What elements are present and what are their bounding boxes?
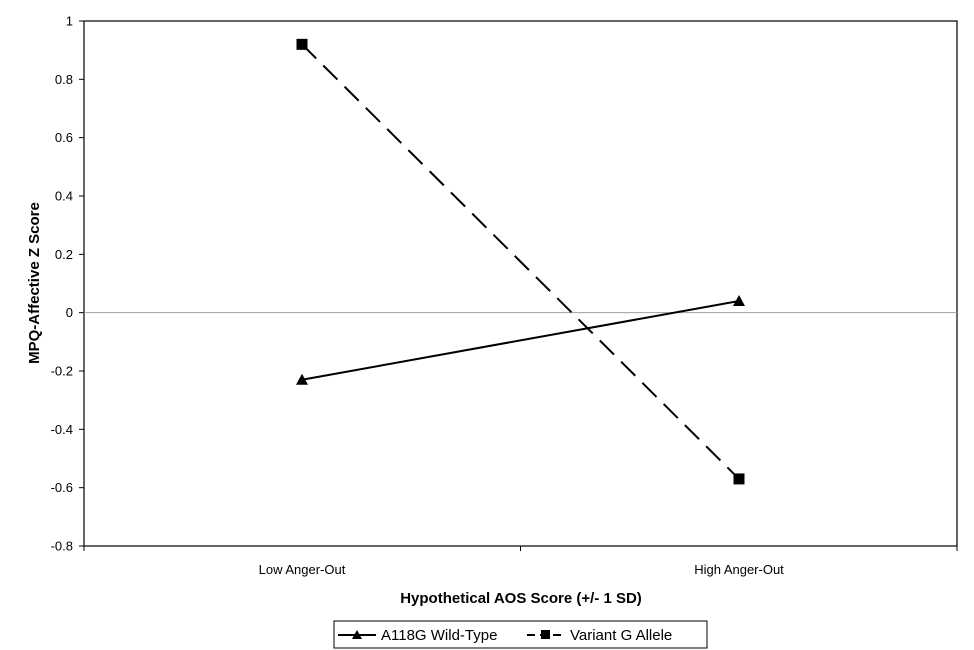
y-tick-label: -0.8 — [51, 539, 73, 554]
x-axis-ticks: Low Anger-Out High Anger-Out — [83, 546, 958, 577]
triangle-marker — [296, 373, 308, 385]
series-line-variant-g-allele — [301, 43, 740, 480]
y-axis-title: MPQ-Affective Z Score — [26, 202, 43, 364]
y-tick-label: 0.2 — [55, 247, 73, 262]
x-tick-label: High Anger-Out — [694, 562, 784, 577]
legend-box — [333, 620, 708, 649]
y-tick-label: -0.4 — [51, 422, 73, 437]
y-axis-ticks: 1 0.8 0.6 0.4 0.2 0 -0.2 -0.4 -0.6 -0.8 — [51, 14, 84, 554]
series-markers — [296, 38, 745, 485]
y-tick-label: 1 — [66, 14, 73, 29]
x-tick-label: Low Anger-Out — [259, 562, 346, 577]
legend: A118G Wild-Type Variant G Allele — [333, 620, 708, 649]
y-tick-label: 0.4 — [55, 189, 73, 204]
series-lines — [301, 43, 740, 480]
y-tick-label: 0.8 — [55, 72, 73, 87]
legend-label-variant: Variant G Allele — [570, 627, 672, 644]
y-tick-label: -0.6 — [51, 480, 73, 495]
legend-triangle-marker — [352, 630, 362, 639]
triangle-marker — [733, 295, 745, 306]
y-tick-label: -0.2 — [51, 364, 73, 379]
y-tick-label: 0.6 — [55, 130, 73, 145]
legend-square-marker — [541, 630, 550, 639]
plot-area — [83, 20, 958, 547]
square-marker — [733, 473, 745, 485]
y-tick-label: 0 — [66, 305, 73, 320]
x-axis-title: Hypothetical AOS Score (+/- 1 SD) — [400, 590, 642, 607]
legend-label-wild-type: A118G Wild-Type — [381, 627, 497, 644]
series-line-wild-type — [301, 300, 740, 381]
square-marker — [296, 38, 308, 50]
